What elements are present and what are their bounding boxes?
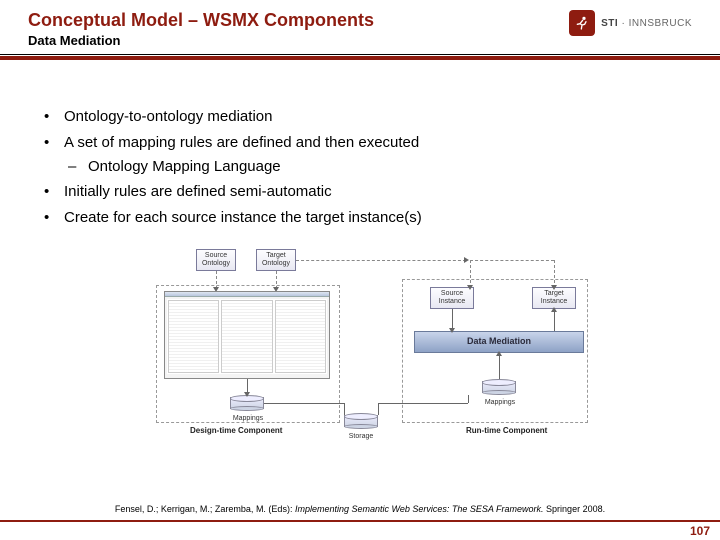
logo-brand-light: INNSBRUCK [629,18,692,29]
label-storage: Storage [334,432,388,442]
frame-run-time [402,279,588,423]
footer-line [0,520,720,522]
cylinder-icon [344,413,378,429]
sub-bullet-item: Ontology Mapping Language [64,156,680,178]
frame-design-time [156,285,340,423]
content: Ontology-to-ontology mediation A set of … [0,60,720,441]
bullet-item: A set of mapping rules are defined and t… [40,132,680,178]
page-number: 107 [690,524,710,538]
connector [378,403,379,415]
citation-title: Implementing Semantic Web Services: The … [295,504,544,514]
bullet-text: A set of mapping rules are defined and t… [64,134,419,151]
arrow-right-icon [464,257,469,263]
diagram: SourceOntology TargetOntology Map [130,249,590,441]
logo-square [569,10,595,36]
citation-authors: Fensel, D.; Kerrigan, M.; Zaremba, M. (E… [115,504,295,514]
slide: Conceptual Model – WSMX Components Data … [0,0,720,540]
label-design-time: Design-time Component [190,425,282,437]
citation: Fensel, D.; Kerrigan, M.; Zaremba, M. (E… [0,504,720,514]
sub-bullet-list: Ontology Mapping Language [64,156,680,178]
bullet-item: Initially rules are defined semi-automat… [40,181,680,203]
box-source-ontology: SourceOntology [196,249,236,271]
logo: STI · INNSBRUCK [569,10,692,36]
connector [296,260,466,261]
box-target-ontology: TargetOntology [256,249,296,271]
bullet-list: Ontology-to-ontology mediation A set of … [40,106,680,229]
logo-brand-bold: STI [601,18,618,29]
label-run-time: Run-time Component [466,425,547,437]
logo-dot: · [621,18,628,29]
connector [470,260,554,261]
divider-thin [0,54,720,55]
bullet-item: Ontology-to-ontology mediation [40,106,680,128]
running-person-icon [574,15,590,31]
citation-tail: Springer 2008. [544,504,606,514]
connector [344,403,345,415]
bullet-item: Create for each source instance the targ… [40,207,680,229]
logo-text: STI · INNSBRUCK [601,18,692,29]
